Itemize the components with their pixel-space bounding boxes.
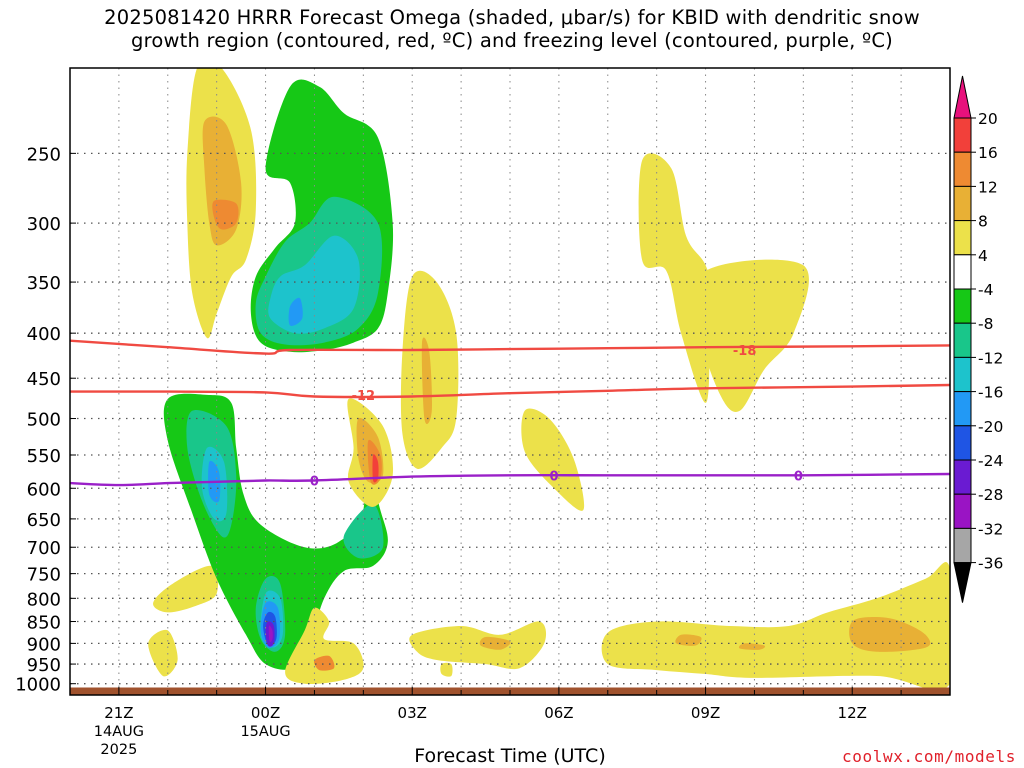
colorbar-label-11: -28 — [978, 486, 1003, 504]
y-tick-label-2: 350 — [27, 273, 61, 294]
contour-0-2 — [70, 472, 950, 487]
y-tick-label-9: 700 — [27, 538, 61, 559]
y-tick-label-10: 750 — [27, 565, 61, 586]
x-tick-date-1: 15AUG — [240, 724, 290, 740]
colorbar-swatch-11 — [953, 459, 972, 495]
colorbar: 20 16 12 8 4 -4 -8 -12 -16 -20 -24 -28 -32 -36 — [953, 75, 1003, 603]
colorbar-swatch-3 — [953, 185, 972, 222]
colorbar-label-3: 8 — [978, 213, 988, 231]
x-axis-label: Forecast Time (UTC) — [414, 745, 606, 767]
omega-region-26 — [421, 337, 433, 425]
omega-region-23 — [285, 607, 364, 685]
chart-title: 2025081420 HRRR Forecast Omega (shaded, … — [0, 6, 1024, 52]
colorbar-label-4: 4 — [978, 247, 988, 265]
omega-region-33 — [479, 636, 511, 650]
y-tick-label-8: 650 — [27, 510, 61, 531]
contour-label-2: 0 — [310, 475, 319, 490]
colorbar-bottom-arrow — [953, 562, 972, 603]
omega-region-11 — [343, 503, 384, 559]
x-tick-year-0: 2025 — [100, 742, 137, 758]
y-tick-label-0: 250 — [27, 144, 61, 165]
colorbar-swatch-13 — [953, 527, 972, 564]
y-tick-label-12: 850 — [27, 613, 61, 634]
colorbar-swatch-10 — [953, 425, 972, 461]
contour--12-1 — [70, 383, 950, 399]
x-tick-label-2: 03Z — [398, 704, 427, 722]
omega-region-34 — [601, 562, 950, 691]
omega-region-28 — [638, 153, 716, 403]
y-tick-label-15: 1000 — [15, 675, 61, 696]
title-line-1: 2025081420 HRRR Forecast Omega (shaded, … — [104, 6, 920, 29]
y-tick-label-5: 500 — [27, 410, 61, 431]
omega-region-32 — [440, 662, 453, 677]
x-tick-label-3: 06Z — [544, 704, 573, 722]
colorbar-label-1: 16 — [978, 144, 998, 162]
omega-region-22 — [372, 454, 379, 483]
colorbar-label-8: -16 — [978, 384, 1003, 402]
colorbar-swatch-1 — [953, 117, 972, 153]
contour--18-0 — [70, 339, 950, 355]
colorbar-swatch-8 — [953, 356, 972, 393]
title-line-2: growth region (contoured, red, ºC) and f… — [131, 29, 893, 52]
colorbar-top-arrow — [953, 75, 972, 119]
colorbar-swatch-9 — [953, 391, 972, 427]
y-tick-label-14: 950 — [27, 655, 61, 676]
omega-region-36 — [675, 634, 702, 646]
colorbar-swatch-2 — [953, 151, 972, 187]
colorbar-label-10: -24 — [978, 452, 1003, 470]
omega-region-29 — [695, 259, 809, 412]
omega-region-24 — [313, 655, 335, 671]
x-tick-label-0: 21Z — [104, 704, 133, 722]
omega-region-31 — [409, 621, 547, 670]
omega-region-18 — [268, 625, 273, 643]
colorbar-swatch-6 — [953, 288, 972, 324]
x-axis: 21Z 14AUG 2025 00Z 15AUG 03Z 06Z 09Z 12Z — [94, 687, 902, 758]
contour-lines: -18 -12 0 0 0 — [70, 339, 950, 490]
y-tick-label-7: 600 — [27, 479, 61, 500]
omega-region-27 — [521, 408, 585, 511]
colorbar-label-9: -20 — [978, 418, 1003, 436]
omega-region-6 — [288, 297, 303, 326]
colorbar-label-13: -36 — [978, 555, 1003, 573]
x-tick-label-1: 00Z — [251, 704, 280, 722]
x-tick-label-5: 12Z — [838, 704, 867, 722]
colorbar-swatch-4 — [953, 220, 972, 256]
grid-lines — [70, 68, 950, 695]
colorbar-label-7: -12 — [978, 349, 1003, 367]
omega-shading — [148, 68, 950, 691]
x-tick-label-4: 09Z — [691, 704, 720, 722]
y-tick-label-13: 900 — [27, 634, 61, 655]
contour-label-3: 0 — [549, 469, 558, 484]
site-credit: coolwx.com/models — [842, 747, 1016, 766]
colorbar-swatch-12 — [953, 493, 972, 529]
omega-region-37 — [738, 643, 766, 650]
omega-region-2 — [212, 199, 239, 230]
x-tick-date-0: 14AUG — [94, 724, 144, 740]
colorbar-label-0: 20 — [978, 110, 998, 128]
colorbar-label-12: -32 — [978, 520, 1003, 538]
contour-label-0: -18 — [733, 344, 757, 359]
omega-region-30 — [148, 629, 178, 677]
contour-label-4: 0 — [794, 469, 803, 484]
y-tick-label-1: 300 — [27, 214, 61, 235]
y-tick-label-3: 400 — [27, 324, 61, 345]
contour-label-1: -12 — [352, 389, 376, 404]
colorbar-label-6: -8 — [978, 315, 993, 333]
y-tick-label-11: 800 — [27, 589, 61, 610]
colorbar-label-5: -4 — [978, 281, 993, 299]
y-tick-label-6: 550 — [27, 446, 61, 467]
colorbar-label-2: 12 — [978, 178, 998, 196]
colorbar-swatch-5 — [953, 254, 972, 290]
y-tick-label-4: 450 — [27, 369, 61, 390]
y-axis: 2503003504004505005506006507007508008509… — [15, 144, 76, 696]
colorbar-swatch-7 — [953, 322, 972, 358]
omega-region-7 — [153, 565, 219, 613]
